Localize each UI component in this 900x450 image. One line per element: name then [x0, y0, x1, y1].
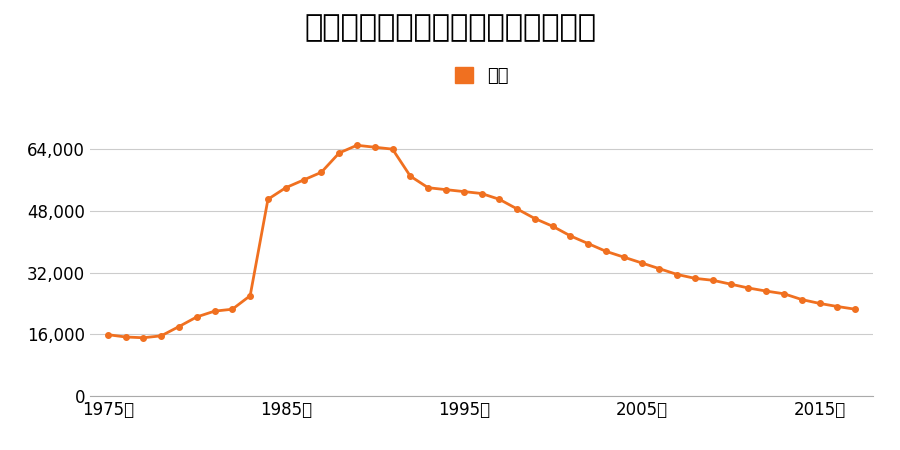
Legend: 価格: 価格 — [447, 59, 516, 92]
Text: 北海道北見市番場町９番の地価推移: 北海道北見市番場町９番の地価推移 — [304, 14, 596, 42]
